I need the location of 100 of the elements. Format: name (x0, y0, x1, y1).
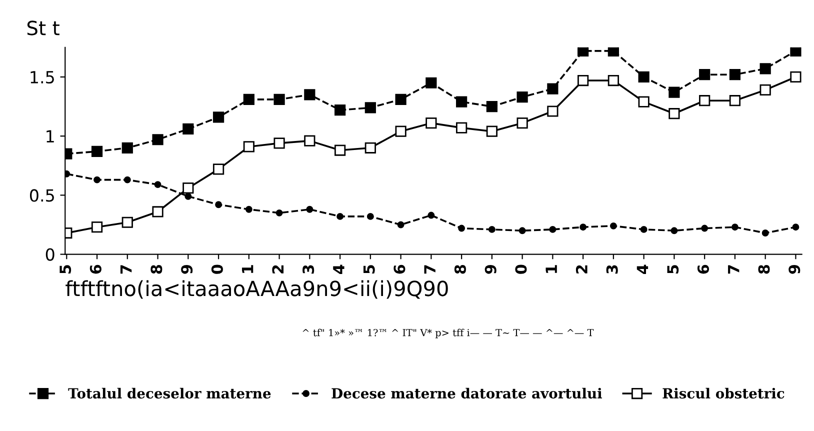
point (122, 142, 133, 154)
x-tick-label: 6 (697, 264, 710, 274)
x-tick-label: 0 (515, 264, 527, 274)
x-tick-label: 9 (181, 264, 193, 274)
point (182, 123, 194, 135)
y-tick-label: 1 (46, 130, 54, 142)
point (792, 224, 800, 231)
point (578, 74, 589, 86)
x-tick-label: 7 (728, 265, 740, 274)
point (580, 224, 587, 231)
x-tick-label: 9 (788, 264, 800, 274)
point (306, 206, 314, 213)
point (699, 95, 710, 106)
x-tick-label: 4 (636, 264, 648, 274)
point (215, 201, 222, 208)
point (274, 138, 285, 149)
x-tick-label: 8 (454, 264, 466, 274)
point (91, 146, 103, 157)
point (699, 69, 710, 80)
point (516, 92, 528, 103)
x-tick-label: 8 (150, 264, 162, 274)
point (610, 222, 617, 230)
point (516, 118, 528, 129)
point (395, 94, 406, 105)
point (184, 192, 192, 200)
point (154, 181, 162, 188)
y-tick-label: 1.5 (30, 71, 54, 84)
x-tick-label: 1 (546, 265, 557, 273)
point (518, 227, 526, 234)
point (124, 176, 131, 184)
point (638, 71, 650, 83)
x-tick-label: 2 (272, 265, 284, 274)
point (701, 224, 708, 232)
point (397, 221, 404, 228)
point (760, 84, 771, 96)
x-tick-label: 0 (211, 264, 223, 274)
point (366, 212, 374, 220)
point (790, 47, 802, 57)
y-tick-label: 0.5 (30, 189, 54, 202)
point (790, 71, 802, 83)
legend-label: Riscul obstetric (662, 388, 784, 399)
point (304, 135, 316, 146)
point (212, 112, 224, 123)
point (729, 95, 741, 106)
text: ^ tf" 1»* »™ 1?™ ^ IT" V* p> tff i— — T~ T— — ^— ^— T (302, 328, 594, 338)
point (428, 212, 435, 219)
point (426, 77, 437, 88)
point (334, 104, 346, 116)
x-tick-label: 5 (667, 265, 679, 274)
x-tick-label: 4 (333, 264, 344, 274)
point (276, 209, 283, 216)
point (638, 96, 650, 108)
x-tick-label: 9 (484, 264, 496, 274)
point (670, 227, 678, 234)
point (668, 108, 680, 120)
point (668, 86, 680, 98)
legend-label: Totalul deceselor materne (68, 388, 271, 399)
point (212, 164, 224, 175)
point (486, 126, 498, 137)
point (395, 126, 406, 137)
legend-label: Decese materne datorate avortului (332, 388, 602, 399)
point (456, 96, 468, 108)
x-tick-label: 5 (60, 265, 72, 274)
point (486, 100, 498, 112)
point (456, 122, 468, 134)
point (94, 176, 100, 184)
x-tick-label: 8 (758, 264, 770, 274)
point (304, 89, 316, 100)
point (182, 182, 194, 194)
x-tick-label: 1 (242, 265, 254, 273)
point (547, 83, 558, 94)
point (152, 206, 164, 218)
point (578, 47, 589, 57)
point (245, 206, 252, 213)
point (274, 94, 285, 105)
point (122, 216, 133, 228)
x-tick-label: 2 (576, 265, 588, 274)
x-tick-label: 6 (90, 264, 102, 274)
point (91, 222, 103, 233)
point (729, 69, 741, 80)
point (549, 226, 556, 233)
point (458, 224, 466, 232)
x-tick-label: 7 (120, 265, 132, 274)
point (243, 94, 254, 105)
y-axis-title: St t (27, 20, 60, 36)
point (762, 230, 769, 236)
point (364, 142, 376, 154)
point (760, 63, 771, 74)
x-tick-label: 7 (424, 265, 436, 274)
y-tick-label: 0 (46, 248, 54, 261)
point (152, 134, 164, 146)
x-tick-label: 3 (606, 265, 618, 274)
point (488, 226, 496, 233)
x-tick-label: 6 (394, 264, 406, 274)
point (608, 74, 619, 86)
point (547, 106, 558, 117)
point (640, 226, 648, 233)
point (334, 144, 346, 156)
point (426, 118, 437, 129)
point (364, 102, 376, 114)
